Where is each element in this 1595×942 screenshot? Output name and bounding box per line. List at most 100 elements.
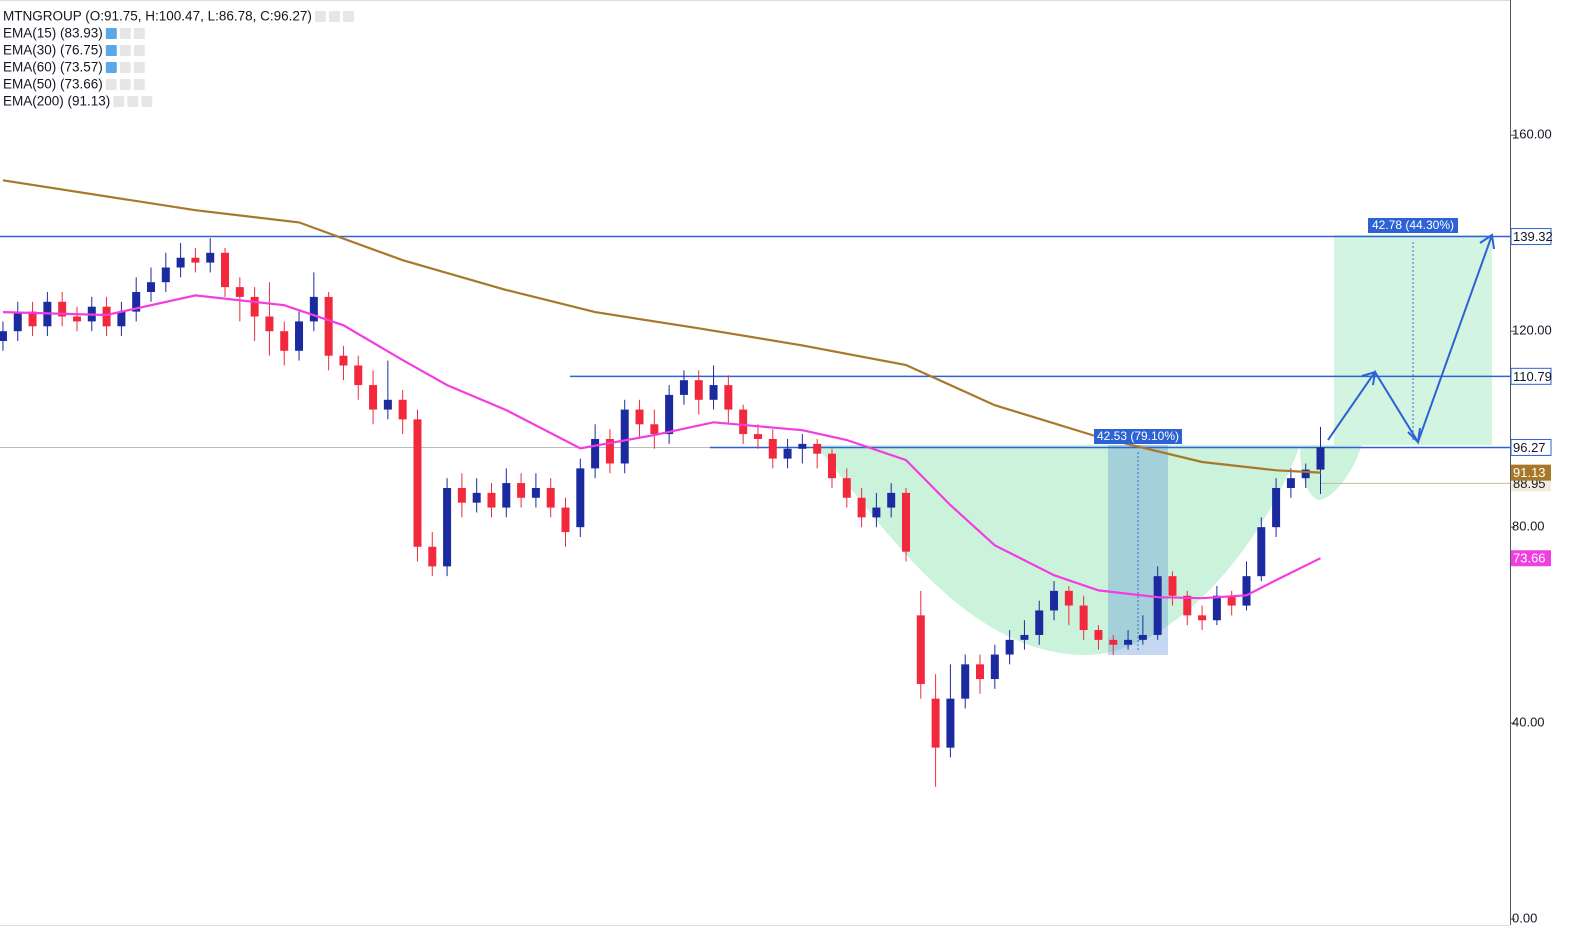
candle-body: [117, 311, 126, 327]
legend-icon: [113, 96, 125, 107]
legend-icon: [105, 62, 117, 73]
candle-body: [1242, 576, 1251, 606]
candle-body: [161, 267, 170, 283]
candle-body: [635, 409, 644, 425]
legend-icon: [105, 79, 117, 90]
legend-icon: [328, 11, 340, 22]
candle-body: [902, 492, 910, 552]
candle-body: [191, 257, 200, 263]
candle-body: [221, 252, 230, 288]
candle-body: [591, 438, 600, 469]
legend-icon: [105, 28, 117, 39]
candle-body: [1064, 590, 1073, 606]
candle-body: [739, 409, 748, 435]
candle-body: [842, 478, 851, 498]
measure-label: 42.53 (79.10%): [1097, 429, 1179, 443]
candle-body: [783, 448, 792, 459]
candle-body: [1257, 527, 1266, 577]
legend-icon: [105, 45, 117, 56]
price-label: 96.27: [1513, 440, 1546, 455]
candle-body: [1005, 639, 1014, 655]
ema-line: [2, 179, 1321, 474]
candle-body: [457, 487, 466, 503]
candle-body: [206, 252, 215, 263]
arrow-head: [1361, 233, 1495, 445]
candle-body: [946, 698, 955, 748]
candle-body: [872, 507, 881, 518]
candle-body: [1198, 615, 1207, 621]
candle-body: [813, 443, 822, 454]
candle-body: [961, 664, 970, 699]
candle-body: [576, 468, 585, 528]
candle-body: [620, 409, 629, 464]
candle-body: [250, 296, 259, 317]
candle-body: [413, 419, 422, 547]
candle-body: [531, 487, 540, 498]
candle-body: [768, 438, 777, 459]
candle-body: [443, 487, 452, 567]
legend-icon: [119, 62, 131, 73]
candle-body: [235, 287, 244, 297]
candle-body: [1138, 634, 1147, 640]
y-tick-label: 40.00: [1512, 715, 1545, 730]
candle-body: [1301, 469, 1310, 479]
candle-body: [28, 311, 37, 327]
legend-entry: EMA(200) (91.13): [3, 94, 110, 109]
legend-icon: [342, 11, 354, 22]
candle-body: [1109, 639, 1118, 645]
candle-body: [1286, 478, 1295, 488]
candle-body: [1227, 595, 1236, 606]
candle-body: [1079, 605, 1088, 631]
candle-body: [709, 385, 718, 400]
candle-body: [887, 492, 896, 508]
candle-body: [132, 292, 141, 312]
price-label-bg: [1510, 228, 1552, 246]
y-tick-label: 120.00: [1512, 323, 1552, 338]
candle-body: [398, 399, 407, 420]
price-label-bg: [1510, 438, 1552, 456]
candle-body: [827, 453, 836, 479]
candle-body: [295, 321, 304, 351]
candle-body: [147, 282, 155, 293]
candle-body: [605, 438, 614, 464]
candle-body: [102, 306, 111, 327]
price-label: 139.32: [1513, 229, 1553, 244]
candle-body: [1124, 639, 1133, 645]
candle-body: [502, 483, 511, 508]
legend-entry: EMA(50) (73.66): [3, 77, 103, 92]
candle-body: [857, 497, 866, 518]
candle-body: [976, 664, 985, 680]
candle-body: [990, 654, 999, 680]
candle-body: [0, 331, 7, 341]
candle-body: [546, 487, 555, 508]
candle-body: [1020, 634, 1029, 640]
candle-body: [1153, 576, 1162, 635]
legend-icon: [119, 45, 131, 56]
legend-icon: [127, 96, 139, 107]
candle-body: [798, 443, 807, 449]
y-tick-label: 0.00: [1512, 911, 1537, 926]
legend-icon: [141, 96, 153, 107]
measure-label-bg: [1368, 218, 1458, 233]
candle-body: [309, 296, 318, 322]
candle-body: [339, 355, 348, 366]
legend-icon: [119, 79, 131, 90]
legend-entry: EMA(15) (83.93): [3, 26, 103, 41]
legend-entry: EMA(60) (73.57): [3, 60, 103, 75]
candle-body: [176, 257, 185, 268]
candle-body: [1035, 610, 1044, 635]
candle-body: [13, 311, 22, 332]
candle-body: [1094, 630, 1103, 640]
candle-body: [1272, 487, 1281, 528]
candle-body: [472, 492, 481, 503]
legend-icon: [133, 62, 145, 73]
candle-body: [517, 483, 526, 498]
candle-body: [694, 380, 703, 400]
candle-body: [487, 492, 496, 508]
candle-body: [665, 394, 674, 435]
candle-body: [1212, 595, 1221, 621]
candle-body: [369, 385, 378, 410]
y-tick-label: 160.00: [1512, 127, 1552, 142]
